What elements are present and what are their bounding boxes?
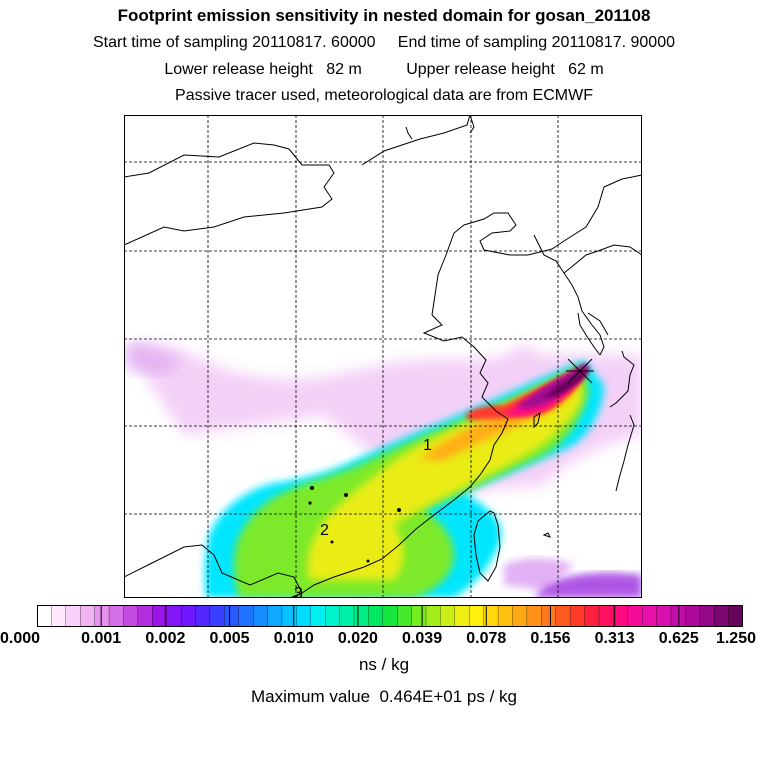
- colorbar-tick-label: 0.313: [594, 630, 635, 647]
- colorbar-cell: [541, 605, 557, 627]
- colorbar-cell: [180, 605, 196, 627]
- maximum-value-label: Maximum value 0.464E+01 ps / kg: [251, 687, 517, 706]
- colorbar-tick-label: 0.002: [145, 630, 186, 647]
- colorbar-cell: [670, 605, 686, 627]
- colorbar-cells: [37, 605, 743, 627]
- colorbar-cell: [137, 605, 153, 627]
- colorbar-cell: [613, 605, 629, 627]
- colorbar-cell: [411, 605, 427, 627]
- colorbar-cell: [699, 605, 715, 627]
- colorbar-cell: [497, 605, 513, 627]
- colorbar-cell: [296, 605, 312, 627]
- colorbar-cell: [339, 605, 355, 627]
- colorbar-cell: [714, 605, 730, 627]
- colorbar-cell: [123, 605, 139, 627]
- sampling-time-line: Start time of sampling 20110817. 60000 E…: [92, 34, 675, 51]
- colorbar-cell: [209, 605, 225, 627]
- colorbar-cell: [598, 605, 614, 627]
- colorbar-units: ns / kg: [358, 655, 410, 674]
- colorbar-cell: [641, 605, 658, 627]
- colorbar-cell: [325, 605, 341, 627]
- colorbar-cell: [108, 605, 124, 627]
- colorbar-cell: [195, 605, 211, 627]
- colorbar-tick-label: 0.005: [209, 630, 250, 647]
- colorbar-major-ticks: [100, 605, 680, 627]
- colorbar-cell: [94, 605, 110, 627]
- coastlines: [124, 115, 642, 598]
- colorbar-cell: [166, 605, 182, 627]
- colorbar-cell: [397, 605, 413, 627]
- colorbar-tick-label: 0.000: [0, 630, 41, 647]
- plume-field: [124, 342, 642, 598]
- colorbar-cell: [353, 605, 369, 627]
- colorbar-cell: [685, 605, 701, 627]
- colorbar-cell: [252, 605, 268, 627]
- colorbar-cell: [555, 605, 571, 627]
- colorbar-cell: [267, 605, 283, 627]
- colorbar-tick-label: 0.039: [402, 630, 443, 647]
- footprint-map: 1 2 3: [124, 115, 642, 598]
- colorbar-cell: [152, 605, 168, 627]
- colorbar-tick-labels: 0.000 0.001 0.002 0.005 0.010 0.020 0.039 0.078…: [0, 630, 768, 650]
- colorbar-tick-label: 0.156: [530, 630, 571, 647]
- colorbar-cell: [368, 605, 384, 627]
- colorbar-cell: [440, 605, 456, 627]
- plot-title: Footprint emission sensitivity in nested…: [117, 6, 651, 25]
- region-label-1: 1: [423, 437, 432, 454]
- colorbar-cell: [37, 605, 52, 627]
- colorbar-cell: [80, 605, 96, 627]
- receptor-marker: [566, 358, 594, 384]
- colorbar-tick-label: 0.001: [81, 630, 122, 647]
- colorbar-cell: [51, 605, 67, 627]
- colorbar-cell: [584, 605, 600, 627]
- colorbar-tick-label: 0.010: [273, 630, 314, 647]
- colorbar-cell: [65, 605, 81, 627]
- colorbar-cell: [469, 605, 485, 627]
- colorbar: [37, 605, 743, 627]
- colorbar-cell: [281, 605, 297, 627]
- colorbar-cell: [425, 605, 441, 627]
- colorbar-cell: [656, 605, 672, 627]
- colorbar-tick-label: 0.625: [658, 630, 699, 647]
- region-label-3: 3: [294, 585, 303, 598]
- region-label-2: 2: [320, 522, 329, 539]
- tracer-info-line: Passive tracer used, meteorological data…: [175, 87, 593, 104]
- colorbar-cell: [224, 605, 240, 627]
- colorbar-cell: [569, 605, 585, 627]
- colorbar-cell: [382, 605, 398, 627]
- colorbar-tick-label: 0.078: [466, 630, 507, 647]
- colorbar-cell: [238, 605, 254, 627]
- graticule: [124, 115, 642, 598]
- colorbar-tick-label: 0.020: [337, 630, 378, 647]
- colorbar-cell: [526, 605, 542, 627]
- colorbar-cell: [454, 605, 470, 627]
- colorbar-cell: [512, 605, 528, 627]
- city-markers: [308, 486, 401, 563]
- colorbar-cell: [728, 605, 743, 627]
- colorbar-tick-label: 1.250: [715, 630, 756, 647]
- colorbar-cell: [310, 605, 326, 627]
- release-height-line: Lower release height 82 m Upper release …: [164, 61, 604, 78]
- colorbar-cell: [627, 605, 643, 627]
